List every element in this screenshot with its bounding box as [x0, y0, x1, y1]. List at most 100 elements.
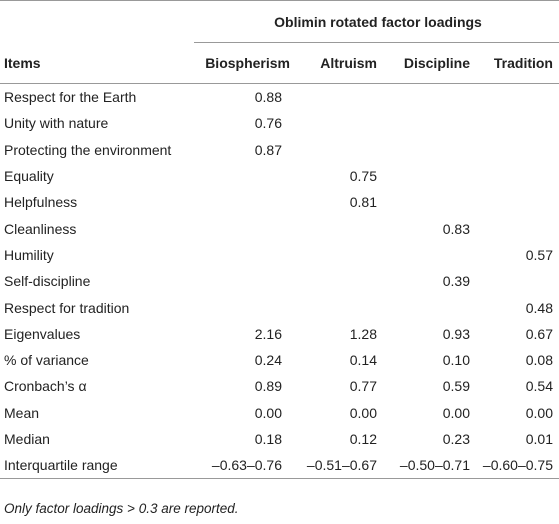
cell-altruism	[296, 110, 383, 136]
cell-altruism	[296, 84, 383, 111]
cell-tradition: –0.60–0.75	[482, 457, 553, 474]
cell-tradition	[476, 215, 559, 241]
cell-altruism: 0.00	[349, 404, 377, 421]
table-row: Median 0.18 0.12 0.23 0.01	[0, 426, 559, 452]
cell-tradition: 0.08	[525, 352, 553, 369]
cell-discipline: 0.00	[442, 404, 470, 421]
cell-discipline	[383, 242, 476, 268]
cell-biospherism	[193, 268, 296, 294]
cell-tradition	[476, 84, 559, 111]
cell-item: Humility	[4, 246, 54, 263]
cell-tradition: 0.48	[525, 299, 553, 316]
cell-tradition	[476, 268, 559, 294]
column-header-altruism: Altruism	[296, 43, 383, 84]
table-row: Cleanliness 0.83	[0, 215, 559, 241]
top-rule	[0, 0, 559, 1]
cell-item: Equality	[4, 168, 54, 185]
cell-biospherism: 0.89	[254, 378, 282, 395]
cell-discipline	[383, 294, 476, 320]
cell-discipline	[383, 84, 476, 111]
cell-biospherism: 0.88	[254, 89, 282, 106]
cell-biospherism	[193, 163, 296, 189]
table-row: Humility 0.57	[0, 242, 559, 268]
cell-discipline	[383, 189, 476, 215]
table-row: Eigenvalues 2.16 1.28 0.93 0.67	[0, 321, 559, 347]
cell-discipline	[383, 163, 476, 189]
cell-biospherism: 0.87	[254, 141, 282, 158]
table-row: Unity with nature 0.76	[0, 110, 559, 136]
cell-item: Respect for the Earth	[4, 89, 137, 106]
column-header-row: Items Biospherism Altruism Discipline Tr…	[0, 43, 559, 84]
cell-altruism: –0.51–0.67	[306, 457, 377, 474]
column-header-biospherism: Biospherism	[193, 43, 296, 84]
cell-tradition	[476, 189, 559, 215]
cell-tradition: 0.54	[525, 378, 553, 395]
table-row: Respect for the Earth 0.88	[0, 84, 559, 111]
cell-tradition: 0.00	[525, 404, 553, 421]
column-header-discipline: Discipline	[383, 43, 476, 84]
table-row: Helpfulness 0.81	[0, 189, 559, 215]
cell-altruism	[296, 215, 383, 241]
column-header-items: Items	[0, 43, 193, 84]
group-header-underline	[194, 42, 559, 43]
cell-discipline: –0.50–0.71	[399, 457, 470, 474]
table-row: Cronbach’s α 0.89 0.77 0.59 0.54	[0, 373, 559, 399]
cell-biospherism: 2.16	[254, 325, 282, 342]
cell-tradition	[476, 163, 559, 189]
cell-item: % of variance	[4, 352, 89, 369]
cell-tradition	[476, 110, 559, 136]
table-row: Interquartile range –0.63–0.76 –0.51–0.67 –…	[0, 452, 559, 479]
group-header: Oblimin rotated factor loadings	[274, 14, 482, 30]
cell-altruism	[296, 294, 383, 320]
cell-altruism	[296, 137, 383, 163]
cell-discipline	[383, 110, 476, 136]
cell-item: Unity with nature	[4, 115, 109, 132]
group-header-row: Oblimin rotated factor loadings	[0, 1, 559, 43]
cell-altruism	[296, 268, 383, 294]
cell-item: Helpfulness	[4, 194, 78, 211]
cell-biospherism	[193, 189, 296, 215]
cell-discipline: 0.39	[442, 273, 470, 290]
cell-biospherism: 0.24	[254, 352, 282, 369]
cell-item: Mean	[4, 404, 40, 421]
cell-altruism: 0.81	[349, 194, 377, 211]
cell-item: Interquartile range	[4, 457, 118, 474]
table-row: Protecting the environment 0.87	[0, 137, 559, 163]
cell-discipline: 0.23	[442, 431, 470, 447]
cell-item: Cleanliness	[4, 220, 77, 237]
table-row: Equality 0.75	[0, 163, 559, 189]
cell-item: Eigenvalues	[4, 325, 81, 342]
cell-tradition: 0.67	[525, 325, 553, 342]
cell-item: Self-discipline	[4, 273, 91, 290]
cell-altruism: 1.28	[349, 325, 377, 342]
cell-item: Median	[4, 431, 50, 447]
cell-altruism: 0.75	[349, 168, 377, 185]
cell-discipline: 0.10	[442, 352, 470, 369]
cell-biospherism: 0.18	[254, 431, 282, 447]
cell-tradition	[476, 137, 559, 163]
table-row: Mean 0.00 0.00 0.00 0.00	[0, 400, 559, 426]
cell-item: Cronbach’s α	[4, 378, 87, 395]
cell-discipline	[383, 137, 476, 163]
cell-altruism: 0.12	[349, 431, 377, 447]
cell-discipline: 0.83	[442, 220, 470, 237]
cell-item: Respect for tradition	[4, 299, 130, 316]
cell-discipline: 0.59	[442, 378, 470, 395]
cell-altruism: 0.77	[349, 378, 377, 395]
cell-tradition: 0.57	[525, 246, 553, 263]
cell-altruism	[296, 242, 383, 268]
table-row: % of variance 0.24 0.14 0.10 0.08	[0, 347, 559, 373]
cell-biospherism	[193, 215, 296, 241]
cell-biospherism: 0.76	[254, 115, 282, 132]
factor-loadings-table-container: Oblimin rotated factor loadings Items Bi…	[0, 0, 559, 480]
cell-biospherism: –0.63–0.76	[211, 457, 282, 474]
cell-item: Protecting the environment	[4, 141, 172, 158]
cell-altruism: 0.14	[349, 352, 377, 369]
column-header-tradition: Tradition	[476, 43, 559, 84]
cell-discipline: 0.93	[442, 325, 470, 342]
cell-biospherism	[193, 242, 296, 268]
cell-biospherism	[193, 294, 296, 320]
table-footnote: Only factor loadings > 0.3 are reported.	[4, 501, 239, 516]
cell-biospherism: 0.00	[254, 404, 282, 421]
bottom-rule	[0, 478, 559, 480]
